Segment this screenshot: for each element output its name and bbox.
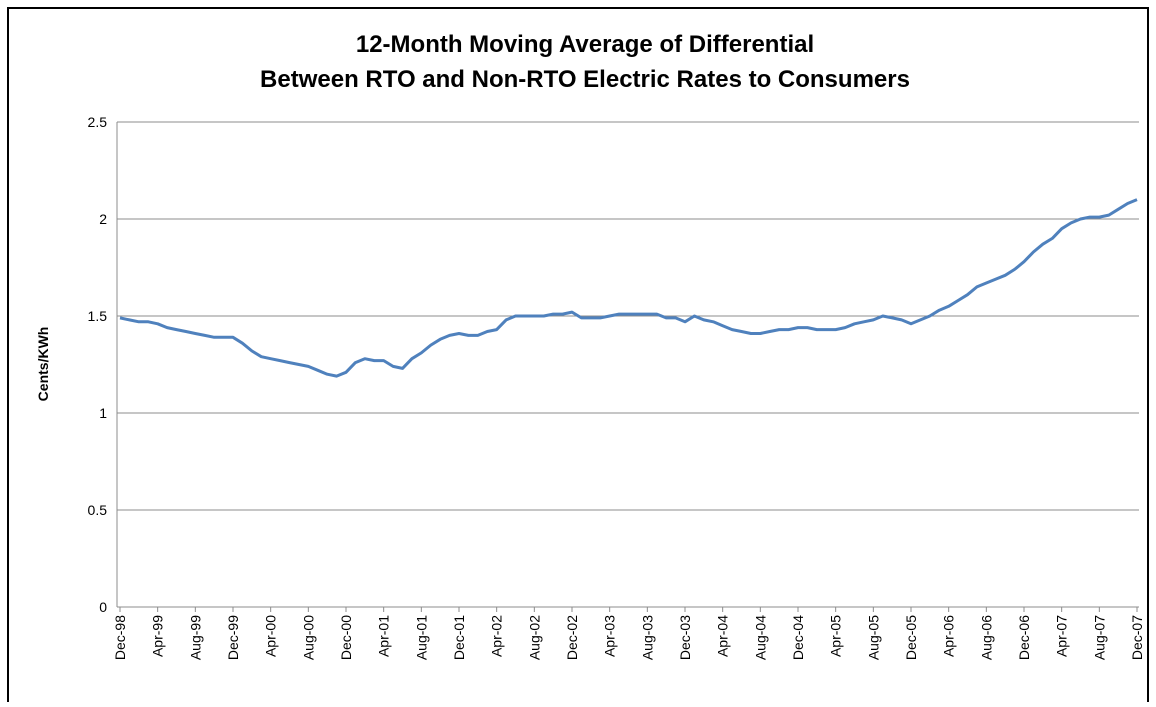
x-tick-label: Aug-06 (978, 615, 994, 660)
x-tick-label: Aug-00 (300, 615, 316, 660)
y-axis-label: Cents/KWh (35, 327, 51, 402)
x-tick-label: Aug-03 (639, 615, 655, 660)
x-tick-label: Aug-07 (1091, 615, 1107, 660)
x-tick-label: Apr-06 (941, 615, 957, 657)
x-tick-label: Aug-04 (752, 615, 768, 660)
x-tick-label: Dec-04 (790, 615, 806, 660)
x-tick-label: Dec-07 (1129, 615, 1145, 660)
x-tick-label: Aug-99 (187, 615, 203, 660)
x-tick-label: Dec-03 (677, 615, 693, 660)
x-tick-label: Dec-98 (112, 615, 128, 660)
x-tick-label: Apr-03 (602, 615, 618, 657)
data-line (119, 198, 1138, 378)
y-tick-label: 2.5 (88, 114, 108, 130)
y-tick-label: 0.5 (88, 502, 108, 518)
y-tick-label: 1.5 (88, 308, 108, 324)
x-tick-label: Apr-04 (715, 615, 731, 657)
x-tick-label: Dec-05 (903, 615, 919, 660)
x-tick-label: Apr-05 (828, 615, 844, 657)
chart-title: 12-Month Moving Average of Differential (356, 31, 814, 58)
x-tick-label: Apr-99 (150, 615, 166, 657)
x-tick-label: Dec-99 (225, 615, 241, 660)
x-tick-label: Apr-01 (376, 615, 392, 657)
x-tick-label: Dec-00 (338, 615, 354, 660)
x-tick-label: Aug-05 (865, 615, 881, 660)
x-tick-label: Aug-02 (526, 615, 542, 660)
x-tick-label: Apr-00 (263, 615, 279, 657)
x-tick-label: Dec-06 (1016, 615, 1032, 660)
y-tick-label: 1 (99, 405, 107, 421)
x-tick-label: Aug-01 (413, 615, 429, 660)
x-tick-label: Dec-01 (451, 615, 467, 660)
chart-frame (7, 7, 1149, 707)
x-tick-label: Apr-07 (1054, 615, 1070, 657)
x-tick-label: Apr-02 (489, 615, 505, 657)
y-tick-label: 0 (99, 599, 107, 615)
x-tick-label: Dec-02 (564, 615, 580, 660)
y-tick-label: 2 (99, 211, 107, 227)
chart-title: Between RTO and Non-RTO Electric Rates t… (260, 66, 910, 93)
